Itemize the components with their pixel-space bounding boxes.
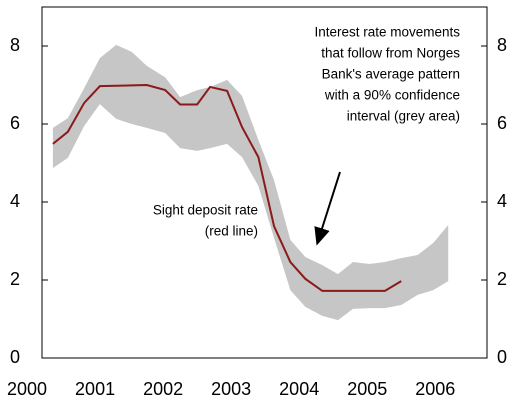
annotation: that follow from Norges <box>321 46 460 61</box>
annotation: interval (grey area) <box>347 109 460 124</box>
x-tick-label: 2003 <box>211 379 251 399</box>
y2-tick-label: 0 <box>497 347 507 367</box>
annotation: Interest rate movements <box>314 25 460 40</box>
y2-tick-label: 2 <box>497 269 507 289</box>
plot-area: 0 2 4 6 8 0 2 4 6 8 2000 2001 2002 2003 2004 2005 2006 In… <box>7 6 507 399</box>
x-tick-label: 2005 <box>347 379 387 399</box>
y-tick-label: 2 <box>10 269 20 289</box>
annotation: with a 90% confidence <box>324 88 460 103</box>
y2-tick-label: 4 <box>497 191 507 211</box>
annotation-arrow <box>314 171 341 246</box>
x-tick-label: 2002 <box>143 379 183 399</box>
series-line <box>52 83 402 292</box>
x-tick-label: 2001 <box>75 379 115 399</box>
x-tick-label: 2000 <box>7 379 47 399</box>
y-tick-label: 0 <box>10 347 20 367</box>
x-tick-label: 2004 <box>279 379 319 399</box>
plot-frame <box>41 6 488 359</box>
y-tick-label: 6 <box>10 113 20 133</box>
annotation: Sight deposit rate <box>153 203 258 218</box>
annotation: Bank's average pattern <box>322 67 460 82</box>
y2-tick-label: 8 <box>497 35 507 55</box>
confidence-band <box>52 44 449 321</box>
y2-tick-label: 6 <box>497 113 507 133</box>
annotation: (red line) <box>205 224 258 239</box>
y-tick-label: 8 <box>10 35 20 55</box>
y-tick-label: 4 <box>10 191 20 211</box>
x-tick-label: 2006 <box>415 379 455 399</box>
